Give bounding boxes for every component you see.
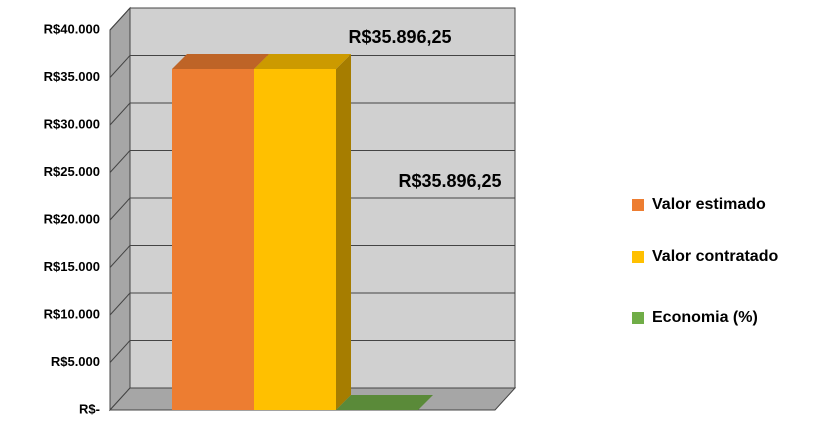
y-tick-label: R$20.000 [44, 211, 100, 226]
y-tick-label: R$- [79, 401, 100, 416]
grid-line [109, 102, 515, 126]
y-tick-label: R$40.000 [44, 21, 100, 36]
grid-line [109, 245, 515, 268]
bar [254, 68, 336, 410]
legend-label: Economia (%) [652, 309, 758, 326]
y-tick-label: R$5.000 [51, 354, 100, 369]
value-label: R$35.896,25 [398, 171, 501, 191]
bar-top [172, 53, 269, 69]
value-label: R$35.896,25 [348, 27, 451, 47]
legend-swatch [632, 251, 644, 263]
bar-top [336, 395, 433, 410]
grid-line [109, 292, 515, 316]
legend-label: Valor contratado [652, 248, 778, 265]
legend-swatch [632, 199, 644, 211]
grid-line [109, 340, 515, 363]
legend-swatch [632, 312, 644, 324]
grid-line [109, 150, 515, 173]
grid-line [109, 55, 515, 78]
grid-line [109, 197, 515, 221]
legend-label: Valor estimado [652, 196, 766, 213]
y-tick-label: R$35.000 [44, 69, 100, 84]
bar-top [254, 53, 351, 69]
bar [172, 68, 254, 410]
grid-line [109, 7, 515, 31]
y-tick-label: R$15.000 [44, 259, 100, 274]
y-tick-label: R$25.000 [44, 164, 100, 179]
y-tick-label: R$30.000 [44, 116, 100, 131]
bar-side [336, 53, 351, 410]
y-tick-label: R$10.000 [44, 306, 100, 321]
